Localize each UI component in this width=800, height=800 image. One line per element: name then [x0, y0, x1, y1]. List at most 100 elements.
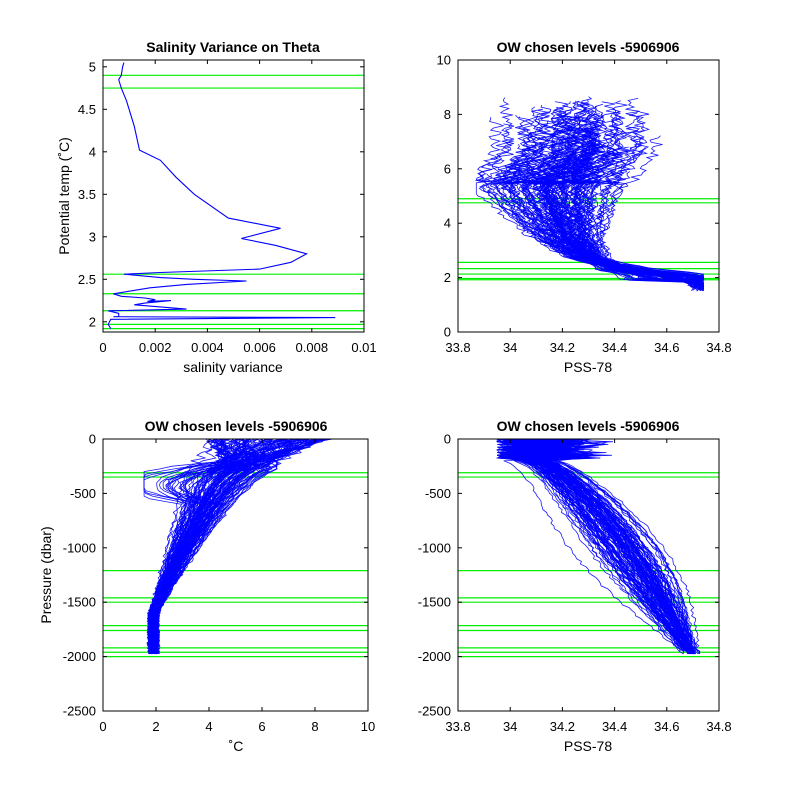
x-tick-label: 0.006 [243, 340, 276, 355]
salinity-variance-line [107, 62, 336, 329]
profile-line [514, 438, 696, 655]
panel-pressure-salinity: OW chosen levels -5906906 33.8 34 34.2 34.4… [418, 418, 732, 754]
panel-3-profiles [143, 438, 334, 655]
x-tick-label: 34 [503, 719, 517, 734]
panel-1-axes-box [102, 59, 365, 333]
y-tick-label: -1000 [63, 540, 96, 555]
y-tick-label: 8 [444, 107, 451, 122]
y-tick-label: -500 [425, 486, 451, 501]
panel-3-y-ticks: -2500 -2000 -1500 -1000 -500 0 [63, 432, 368, 719]
x-tick-label: 0.004 [191, 340, 224, 355]
profile-line [518, 438, 694, 655]
y-tick-label: 6 [444, 161, 451, 176]
profile-line [154, 438, 271, 655]
panel-salinity-variance: Salinity Variance on Theta 0 0.002 0.004 0.… [56, 39, 377, 375]
panel-1-y-ticks: 2 2.5 3 3.5 4 4.5 5 [78, 59, 364, 329]
x-tick-label: 0.01 [351, 340, 376, 355]
panel-1-x-ticks: 0 0.002 0.004 0.006 0.008 0.01 [99, 60, 377, 355]
profile-line [153, 438, 273, 652]
panel-4-y-ticks: -2500 -2000 -1500 -1000 -500 0 [418, 432, 719, 719]
panel-2-profiles [474, 96, 705, 292]
profile-line [150, 438, 253, 652]
y-tick-label: -1500 [418, 595, 451, 610]
profile-line [497, 438, 692, 652]
y-tick-label: 0 [89, 432, 96, 447]
profile-line [497, 438, 695, 655]
y-tick-label: 10 [437, 53, 451, 68]
panel-3-hlines [103, 472, 368, 658]
x-tick-label: 34.4 [602, 340, 627, 355]
x-tick-label: 0 [99, 719, 106, 734]
profile-line [517, 438, 693, 655]
profile-line [155, 438, 241, 655]
panel-2-x-ticks: 33.8 34 34.2 34.4 34.6 34.8 [445, 60, 732, 355]
y-tick-label: 2.5 [78, 272, 96, 287]
profile-line [508, 438, 684, 652]
panel-2-y-ticks: 0 2 4 6 8 10 [437, 53, 719, 340]
y-tick-label: 4.5 [78, 102, 96, 117]
y-tick-label: 3 [89, 229, 96, 244]
x-tick-label: 34.6 [654, 340, 679, 355]
x-tick-label: 33.8 [445, 719, 470, 734]
panel-4-profiles [495, 438, 701, 655]
profile-line [152, 438, 249, 652]
x-tick-label: 34.6 [654, 719, 679, 734]
profile-line [497, 438, 693, 655]
profile-line [541, 162, 694, 283]
panel-pressure-theta: OW chosen levels -5906906 0 2 4 6 8 10 -2500-… [38, 418, 375, 754]
x-tick-label: 33.8 [445, 340, 470, 355]
profile-line [562, 100, 704, 288]
y-tick-label: 3.5 [78, 187, 96, 202]
profile-line [527, 438, 694, 655]
x-tick-label: 4 [205, 719, 212, 734]
y-tick-label: 0 [444, 325, 451, 340]
y-tick-label: 5 [89, 59, 96, 74]
panel-1-title: Salinity Variance on Theta [146, 39, 320, 55]
panel-2-title: OW chosen levels -5906906 [497, 39, 680, 55]
panel-3-x-ticks: 0 2 4 6 8 10 [99, 439, 375, 734]
y-tick-label: -1500 [63, 595, 96, 610]
profile-line [475, 117, 694, 288]
x-tick-label: 34.2 [550, 719, 575, 734]
y-tick-label: 0 [444, 432, 451, 447]
panel-4-title: OW chosen levels -5906906 [497, 418, 680, 434]
x-tick-label: 6 [258, 719, 265, 734]
y-tick-label: 4 [444, 216, 451, 231]
profile-line [539, 113, 703, 287]
y-tick-label: 4 [89, 144, 96, 159]
y-tick-label: 2 [89, 314, 96, 329]
panel-3-x-label: ˚C [229, 738, 244, 754]
panel-1-hlines [103, 74, 364, 330]
profile-line [143, 438, 274, 655]
panel-2-axes-box [457, 59, 720, 333]
y-tick-label: -2500 [418, 704, 451, 719]
y-tick-label: -1000 [418, 540, 451, 555]
profile-line [599, 111, 704, 287]
y-tick-label: -2000 [63, 649, 96, 664]
profile-line [497, 438, 689, 652]
profile-line [501, 438, 681, 652]
panel-3-title: OW chosen levels -5906906 [145, 418, 328, 434]
panel-4-x-label: PSS-78 [564, 738, 612, 754]
profile-line [497, 438, 689, 655]
profile-line [506, 438, 691, 654]
x-tick-label: 0.002 [139, 340, 172, 355]
x-tick-label: 10 [361, 719, 375, 734]
y-tick-label: -2500 [63, 704, 96, 719]
x-tick-label: 34.2 [550, 340, 575, 355]
profile-line [580, 101, 704, 285]
profile-line [597, 135, 703, 282]
profile-line [515, 438, 700, 655]
profile-line [500, 438, 695, 654]
profile-line [149, 438, 252, 652]
x-tick-label: 34.8 [706, 719, 731, 734]
profile-line [497, 438, 692, 655]
x-tick-label: 34 [503, 340, 517, 355]
profile-line [149, 438, 284, 655]
panel-1-y-label: Potential temp (˚C) [56, 137, 72, 254]
profile-line [503, 438, 685, 652]
y-tick-label: 2 [444, 270, 451, 285]
profile-line [475, 161, 694, 288]
x-tick-label: 0.008 [296, 340, 329, 355]
